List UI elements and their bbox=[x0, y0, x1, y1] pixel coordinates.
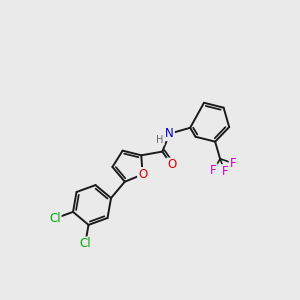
Text: O: O bbox=[167, 158, 176, 172]
Text: N: N bbox=[165, 127, 174, 140]
Text: F: F bbox=[222, 165, 228, 178]
Text: Cl: Cl bbox=[49, 212, 61, 225]
Text: F: F bbox=[230, 157, 236, 170]
Text: O: O bbox=[138, 168, 147, 181]
Text: Cl: Cl bbox=[80, 237, 91, 250]
Text: F: F bbox=[210, 164, 217, 177]
Text: H: H bbox=[156, 135, 164, 145]
